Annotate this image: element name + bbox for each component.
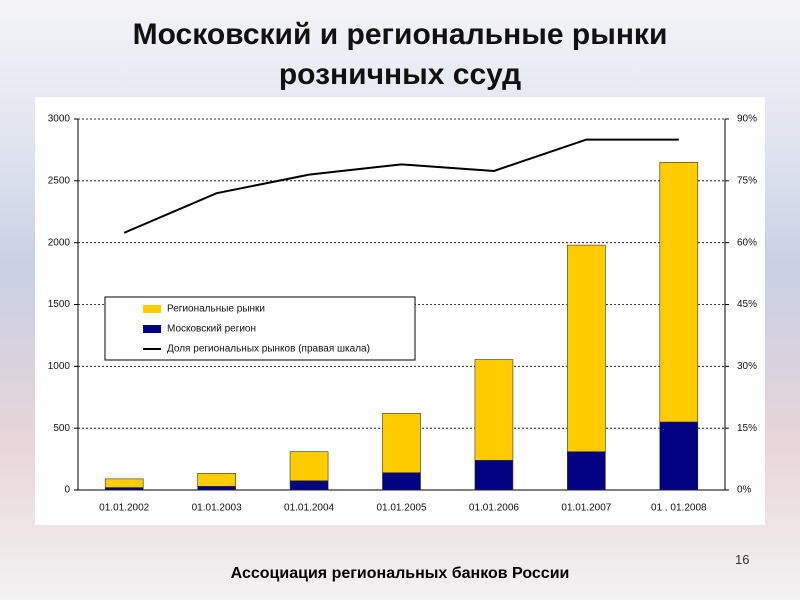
- chart: 0 500 1000 1500 2000 2500 3000 0% 15% 30% 45% 60% 75…: [35, 97, 765, 525]
- y2-tick-label: 75%: [737, 175, 757, 186]
- y-tick-label: 500: [53, 423, 70, 434]
- slide-title: розничных ссуд: [278, 58, 522, 91]
- legend-symbol: [143, 325, 161, 333]
- bar-segment: [659, 421, 699, 491]
- legend-symbol: [143, 305, 161, 313]
- y-tick-label: 2000: [48, 237, 71, 248]
- bar-segment: [659, 161, 699, 423]
- share-line: [123, 138, 679, 234]
- y2-tick-label: 0%: [737, 485, 752, 496]
- y2-tick-label: 45%: [737, 299, 757, 310]
- bar-segment: [197, 485, 236, 491]
- legend-label: Региональные рынки: [167, 304, 265, 315]
- bar-segment: [382, 413, 421, 473]
- y-tick-label: 3000: [48, 114, 71, 125]
- bar-segment: [567, 244, 606, 452]
- y2-tick-label: 30%: [737, 361, 757, 372]
- x-tick-label: 01.01.2002: [99, 503, 149, 514]
- page-number: 16: [735, 552, 750, 567]
- y-tick-label: 1000: [48, 361, 71, 372]
- y-tick-label: 2500: [48, 175, 71, 186]
- slide-title: Московский и региональные рынки: [132, 18, 668, 51]
- legend-label: Доля региональных рынков (правая шкала): [167, 344, 370, 355]
- y-tick-label: 1500: [48, 299, 71, 310]
- x-tick-label: 01.01.2007: [561, 503, 611, 514]
- x-tick-label: 01.01.2006: [469, 503, 519, 514]
- x-tick-label: 01.01.2004: [284, 503, 334, 514]
- y2-tick-label: 60%: [737, 237, 757, 248]
- footer: Ассоциация региональных банков России: [230, 565, 570, 582]
- bar-segment: [104, 487, 144, 491]
- y2-tick-label: 15%: [737, 423, 757, 434]
- x-tick-label: 01.01.2003: [192, 503, 242, 514]
- x-tick-label: 01 . 01.2008: [651, 503, 707, 514]
- bar-segment: [104, 478, 144, 488]
- bar-segment: [197, 473, 236, 487]
- bar-segment: [474, 359, 514, 461]
- bar-segment: [289, 451, 329, 482]
- y2-tick-label: 90%: [737, 114, 757, 125]
- bar-segment: [567, 451, 606, 491]
- y-tick-label: 0: [64, 485, 70, 496]
- x-tick-label: 01.01.2005: [376, 503, 426, 514]
- bar-segment: [289, 480, 329, 491]
- bar-segment: [474, 460, 514, 491]
- legend-label: Московский регион: [167, 324, 256, 335]
- bar-segment: [382, 472, 421, 491]
